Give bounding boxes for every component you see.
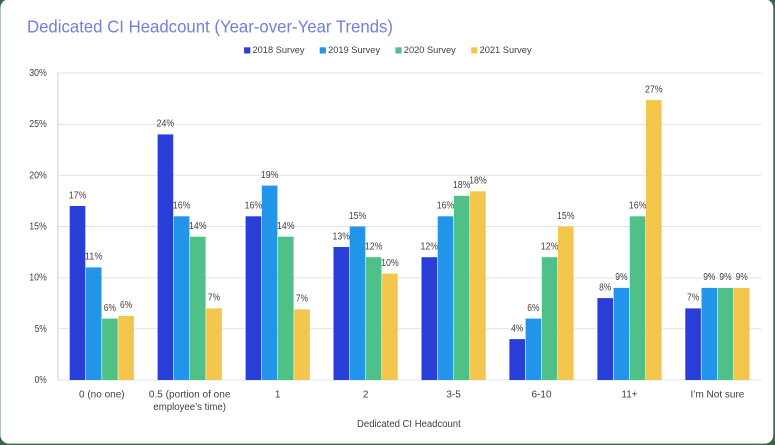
svg-text:18%: 18% [453, 180, 471, 191]
svg-text:9%: 9% [615, 272, 627, 283]
svg-text:17%: 17% [69, 190, 87, 201]
svg-text:I’m Not sure: I’m Not sure [690, 389, 744, 400]
svg-text:2018 Survey: 2018 Survey [253, 45, 305, 56]
svg-text:16%: 16% [245, 201, 263, 212]
svg-text:5%: 5% [35, 324, 47, 335]
svg-text:14%: 14% [189, 221, 207, 232]
svg-text:8%: 8% [599, 282, 611, 293]
svg-text:2020 Survey: 2020 Survey [404, 45, 456, 56]
svg-text:11%: 11% [85, 252, 103, 263]
svg-text:24%: 24% [157, 119, 175, 130]
svg-text:14%: 14% [277, 221, 295, 232]
svg-text:12%: 12% [541, 242, 559, 253]
svg-text:16%: 16% [173, 201, 191, 212]
svg-text:25%: 25% [29, 119, 47, 130]
svg-text:16%: 16% [629, 201, 647, 212]
svg-text:15%: 15% [557, 211, 575, 222]
svg-text:Dedicated CI Headcount (Year-o: Dedicated CI Headcount (Year-over-Year T… [27, 17, 393, 37]
svg-text:27%: 27% [645, 84, 663, 95]
svg-text:1: 1 [275, 389, 281, 400]
svg-text:12%: 12% [421, 242, 439, 253]
svg-text:16%: 16% [437, 201, 455, 212]
svg-text:0.5 (portion of one: 0.5 (portion of one [149, 389, 231, 400]
svg-text:15%: 15% [349, 211, 367, 222]
svg-text:6-10: 6-10 [531, 389, 551, 400]
svg-text:19%: 19% [261, 170, 279, 181]
svg-text:10%: 10% [381, 258, 399, 269]
svg-text:15%: 15% [29, 222, 47, 233]
svg-text:0 (no one): 0 (no one) [79, 389, 125, 400]
svg-text:18%: 18% [469, 176, 487, 187]
svg-text:9%: 9% [703, 272, 715, 283]
svg-text:6%: 6% [120, 300, 132, 311]
svg-text:30%: 30% [29, 68, 47, 79]
svg-text:2019 Survey: 2019 Survey [328, 45, 380, 56]
svg-text:2021 Survey: 2021 Survey [480, 45, 532, 56]
svg-text:20%: 20% [29, 170, 47, 181]
svg-text:Dedicated CI Headcount: Dedicated CI Headcount [357, 418, 461, 430]
svg-text:3-5: 3-5 [446, 389, 461, 400]
svg-text:11+: 11+ [621, 389, 637, 400]
svg-text:9%: 9% [719, 272, 731, 283]
svg-text:6%: 6% [104, 303, 116, 314]
svg-text:0%: 0% [35, 375, 47, 386]
svg-text:12%: 12% [365, 242, 383, 253]
svg-text:7%: 7% [296, 294, 308, 305]
svg-text:4%: 4% [511, 323, 523, 334]
svg-text:6%: 6% [527, 303, 539, 314]
svg-text:10%: 10% [29, 273, 47, 284]
svg-text:13%: 13% [333, 231, 351, 242]
svg-text:employee’s time): employee’s time) [153, 402, 226, 413]
svg-text:7%: 7% [208, 293, 220, 304]
svg-text:2: 2 [363, 389, 369, 400]
svg-text:9%: 9% [736, 272, 748, 283]
svg-text:7%: 7% [687, 293, 699, 304]
